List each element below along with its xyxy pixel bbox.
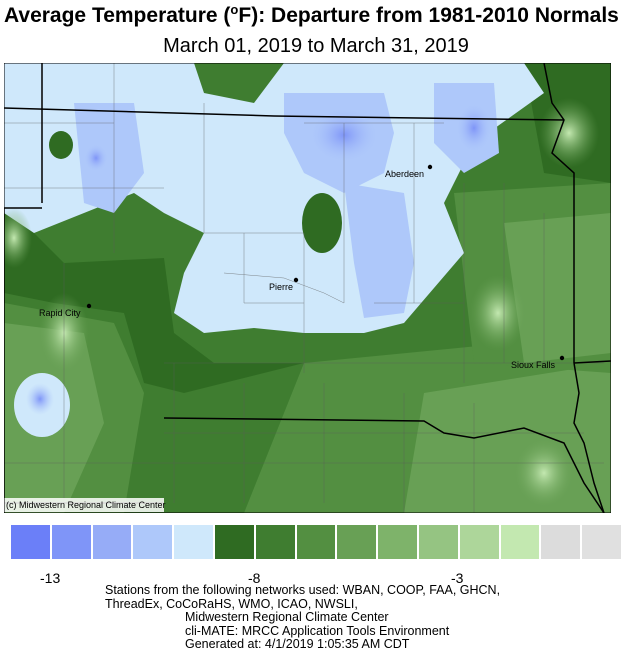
sd-ia-river	[573, 362, 605, 513]
legend-tick-minus-3: -3	[451, 570, 464, 586]
region-light-ne	[539, 98, 599, 168]
region-green-island	[302, 193, 342, 253]
legend-swatch	[50, 524, 92, 560]
footer-line-2: ThreadEx, CoCoRaHS, WMO, ICAO, NWSLI,	[105, 596, 358, 611]
sd-ia-border	[573, 360, 611, 364]
region-blue-core-ne	[456, 103, 492, 153]
city-pierre: Pierre	[269, 277, 299, 292]
footer-notes: Stations from the following networks use…	[105, 583, 625, 652]
city-aberdeen: Aberdeen	[385, 164, 433, 179]
legend-swatch	[540, 524, 582, 560]
map-subtitle: March 01, 2019 to March 31, 2019	[163, 35, 469, 57]
legend-tick-minus-8: -8	[248, 570, 261, 586]
legend-swatch	[458, 524, 500, 560]
region-blue-west	[74, 103, 144, 213]
region-light-east	[470, 275, 526, 351]
city-label-aberdeen: Aberdeen	[385, 169, 424, 179]
legend-swatch	[254, 524, 296, 560]
footer-line-3: Midwestern Regional Climate Center	[185, 610, 389, 624]
legend-swatch	[581, 524, 622, 560]
temperature-departure-map: Aberdeen Pierre Rapid City Sioux Falls (…	[4, 63, 611, 513]
sd-ne-border	[163, 417, 605, 513]
county-lines	[4, 63, 604, 513]
legend-swatch	[499, 524, 541, 560]
legend-swatch	[10, 524, 51, 560]
map-credit: (c) Midwestern Regional Climate Center	[6, 500, 166, 510]
legend-swatch	[336, 524, 378, 560]
legend-tick-minus-13: -13	[40, 570, 61, 586]
legend-swatch	[91, 524, 133, 560]
city-label-rapid-city: Rapid City	[39, 308, 81, 318]
map-title: Average Temperature (oF): Departure from…	[4, 2, 619, 27]
footer-line-1: Stations from the following networks use…	[105, 583, 501, 597]
region-blue-southwest-core	[26, 383, 54, 415]
legend-swatch	[295, 524, 337, 560]
footer-line-4: cli-MATE: MRCC Application Tools Environ…	[185, 623, 450, 638]
city-label-sioux-falls: Sioux Falls	[511, 360, 556, 370]
legend-swatch	[417, 524, 459, 560]
legend-swatch	[213, 524, 255, 560]
legend-swatch	[173, 524, 214, 560]
region-light-w	[4, 208, 32, 268]
region-blue-core-w	[84, 144, 108, 172]
region-blue-center	[344, 183, 414, 318]
nd-sd-border	[4, 107, 565, 121]
region-light-se	[514, 438, 574, 508]
region-dark-band	[4, 203, 304, 393]
city-markers: Aberdeen Pierre Rapid City Sioux Falls	[39, 164, 565, 370]
sd-mn-border	[543, 63, 575, 363]
legend-swatch	[132, 524, 174, 560]
color-legend	[10, 524, 622, 560]
city-sioux-falls: Sioux Falls	[511, 355, 565, 370]
city-label-pierre: Pierre	[269, 282, 293, 292]
legend-swatch	[377, 524, 418, 560]
region-east-light	[504, 213, 611, 363]
city-rapid-city: Rapid City	[39, 303, 92, 318]
credit-box	[4, 498, 164, 512]
region-green-spot-nw	[49, 131, 73, 159]
